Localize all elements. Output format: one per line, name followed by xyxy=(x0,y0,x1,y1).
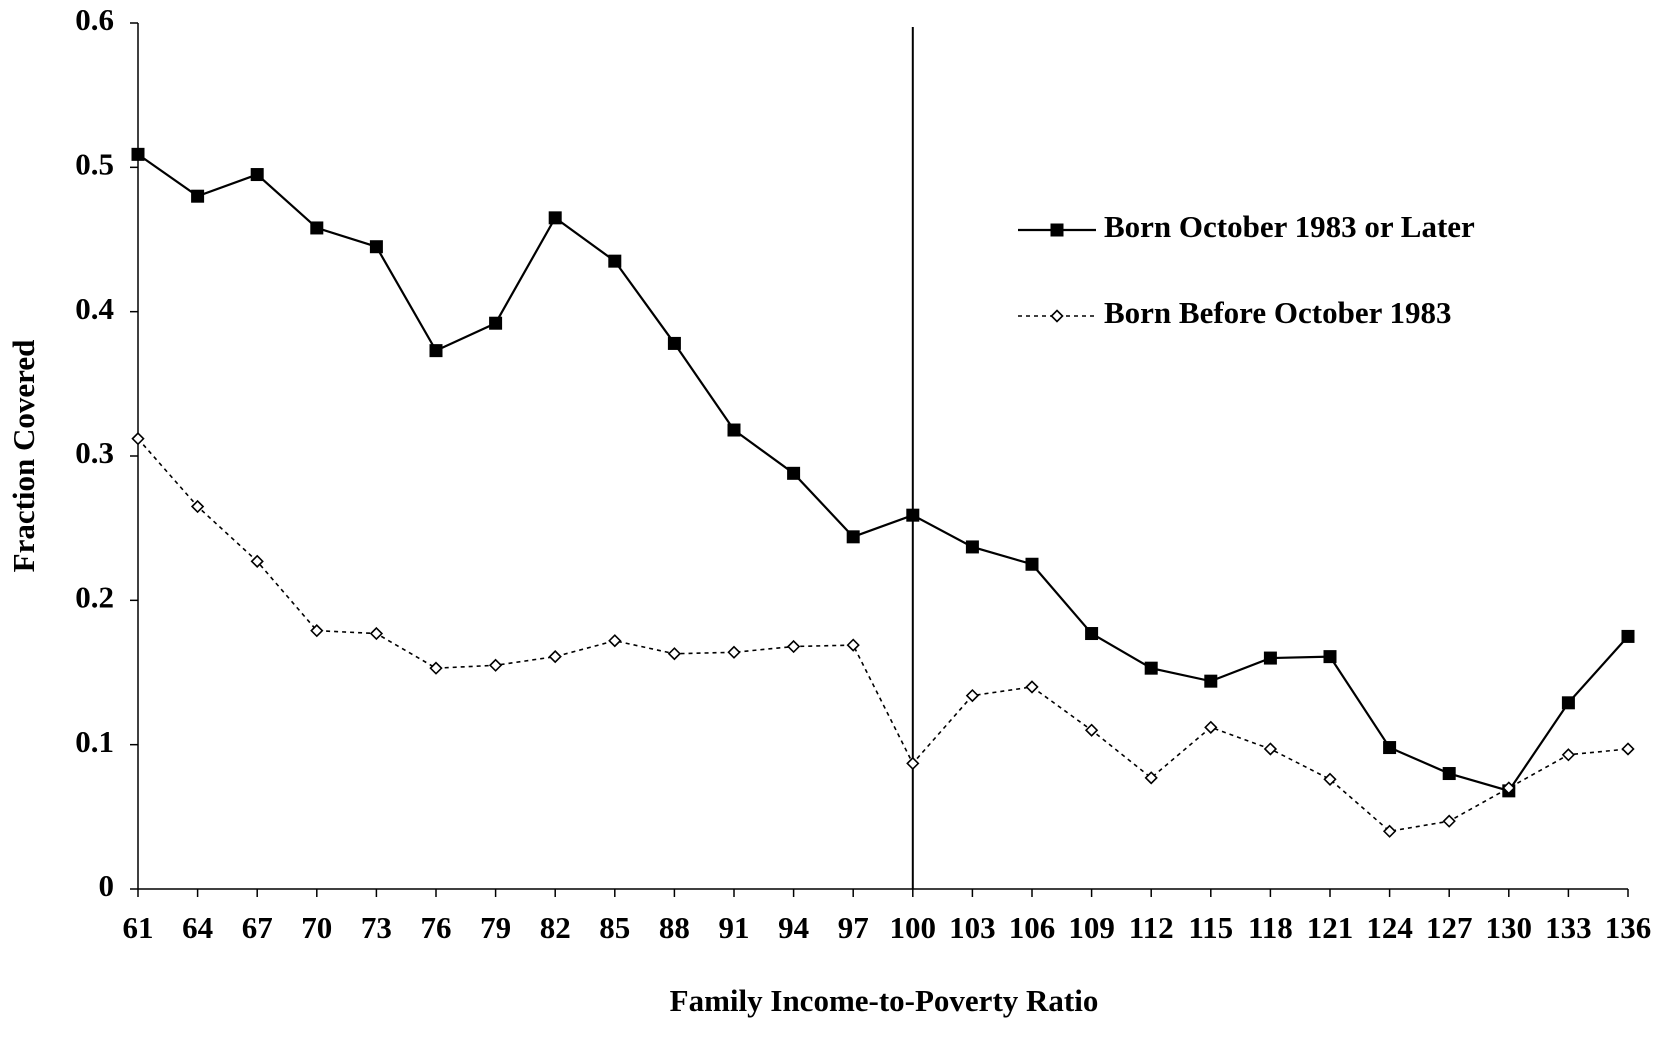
y-tick-label: 0.3 xyxy=(75,435,114,470)
marker xyxy=(608,634,622,648)
series-line xyxy=(137,153,1629,793)
marker xyxy=(667,336,681,350)
marker xyxy=(548,649,562,664)
marker xyxy=(488,658,503,672)
y-tick-label: 0.2 xyxy=(75,579,114,614)
marker xyxy=(131,147,145,161)
x-tick-label: 103 xyxy=(949,910,996,945)
series-line xyxy=(137,438,1629,833)
marker xyxy=(1263,742,1278,756)
x-tick-label: 70 xyxy=(301,910,332,945)
marker xyxy=(787,466,801,480)
x-tick-label: 136 xyxy=(1605,910,1652,945)
legend-label: Born October 1983 or Later xyxy=(1104,209,1475,244)
marker xyxy=(1204,720,1218,734)
x-tick-label: 127 xyxy=(1426,910,1473,945)
x-tick-label: 121 xyxy=(1307,910,1354,945)
marker xyxy=(1502,781,1516,795)
legend-label: Born Before October 1983 xyxy=(1104,295,1452,330)
marker xyxy=(429,661,443,675)
x-tick-label: 130 xyxy=(1486,910,1533,945)
marker xyxy=(369,626,384,641)
x-tick-label: 118 xyxy=(1248,910,1293,945)
legend-marker xyxy=(1050,223,1064,237)
legend-marker xyxy=(1050,309,1064,323)
x-tick-label: 124 xyxy=(1366,910,1413,945)
marker xyxy=(846,638,860,652)
marker xyxy=(727,645,741,659)
y-tick-label: 0.5 xyxy=(75,146,114,181)
x-tick-label: 106 xyxy=(1009,910,1056,945)
x-tick-label: 94 xyxy=(778,910,809,945)
x-tick-label: 61 xyxy=(123,910,154,945)
marker xyxy=(727,423,741,437)
marker xyxy=(1442,814,1456,828)
y-tick-label: 0.4 xyxy=(75,291,114,326)
x-tick-label: 79 xyxy=(480,910,511,945)
x-tick-label: 91 xyxy=(719,910,750,945)
marker xyxy=(1442,767,1456,781)
marker xyxy=(1144,661,1158,675)
marker xyxy=(190,499,205,514)
marker xyxy=(1561,696,1575,710)
x-tick-label: 112 xyxy=(1129,910,1174,945)
marker xyxy=(369,240,383,254)
x-tick-label: 97 xyxy=(838,910,869,945)
marker xyxy=(310,624,324,638)
y-tick-label: 0.6 xyxy=(75,2,114,37)
marker xyxy=(667,647,682,661)
marker xyxy=(1323,772,1337,786)
marker xyxy=(1204,674,1218,688)
marker xyxy=(965,688,980,703)
x-tick-label: 133 xyxy=(1545,910,1592,945)
marker xyxy=(1382,824,1397,838)
marker xyxy=(1263,651,1277,665)
x-tick-label: 67 xyxy=(242,910,273,945)
marker xyxy=(1025,557,1039,571)
marker xyxy=(548,211,562,225)
x-tick-label: 109 xyxy=(1068,910,1115,945)
marker xyxy=(906,756,920,771)
marker xyxy=(965,540,979,554)
marker xyxy=(1383,741,1397,755)
marker xyxy=(310,221,324,235)
marker xyxy=(1561,748,1576,762)
marker xyxy=(1144,771,1158,785)
x-tick-label: 64 xyxy=(182,910,213,945)
x-tick-label: 115 xyxy=(1188,910,1233,945)
marker xyxy=(608,254,622,268)
y-tick-label: 0 xyxy=(99,868,115,903)
marker xyxy=(786,639,801,654)
marker xyxy=(489,316,503,330)
marker xyxy=(131,432,145,446)
x-tick-label: 76 xyxy=(421,910,452,945)
x-tick-label: 82 xyxy=(540,910,571,945)
x-axis-title: Family Income-to-Poverty Ratio xyxy=(670,983,1099,1018)
marker xyxy=(1085,627,1099,641)
x-tick-label: 85 xyxy=(599,910,630,945)
marker xyxy=(250,168,264,182)
x-tick-label: 88 xyxy=(659,910,690,945)
y-tick-label: 0.1 xyxy=(75,724,114,759)
marker xyxy=(250,554,264,568)
x-tick-label: 100 xyxy=(890,910,937,945)
marker xyxy=(1621,742,1635,756)
marker xyxy=(1621,629,1635,643)
marker xyxy=(429,344,443,358)
marker xyxy=(846,530,860,544)
marker xyxy=(1025,680,1039,694)
y-axis-title: Fraction Covered xyxy=(6,340,41,573)
x-tick-label: 73 xyxy=(361,910,392,945)
marker xyxy=(906,508,920,522)
marker xyxy=(1084,723,1099,737)
marker xyxy=(191,189,205,203)
marker xyxy=(1323,650,1337,664)
